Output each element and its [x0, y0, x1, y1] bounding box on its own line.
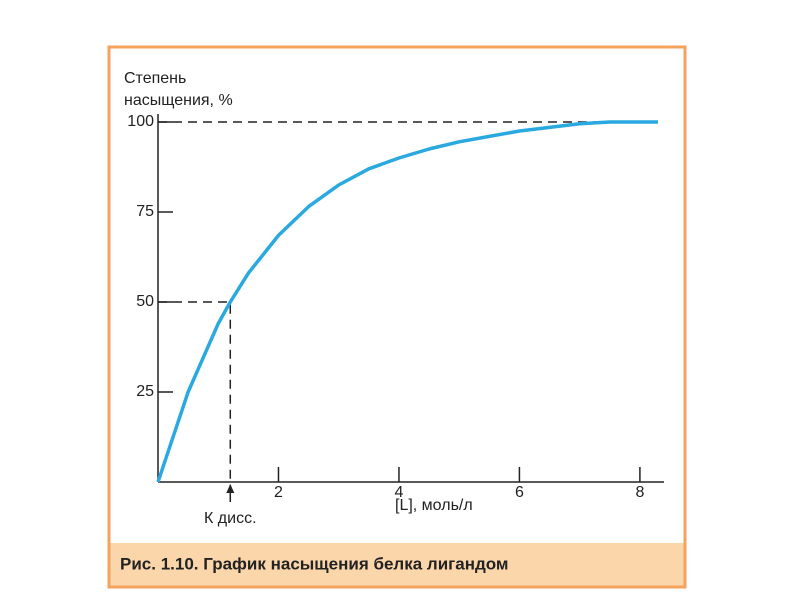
- x-axis-label: [L], моль/л: [395, 497, 473, 514]
- y-axis-label: насыщения, %: [124, 92, 233, 109]
- figure-frame: [107, 45, 687, 589]
- y-tick-label: 100: [127, 113, 154, 130]
- x-tick-label: 6: [515, 484, 524, 501]
- saturation-curve: [156, 120, 658, 483]
- annotation-arrowhead: [226, 484, 235, 493]
- annotation-label: К дисс.: [204, 510, 256, 527]
- x-tick-label: 4: [394, 484, 403, 501]
- x-tick-label: 8: [635, 484, 644, 501]
- y-tick-label: 25: [136, 383, 154, 400]
- caption: Рис. 1.10. График насыщения белка лиганд…: [120, 554, 509, 573]
- y-tick-label: 50: [136, 293, 154, 310]
- caption-band: [110, 543, 684, 586]
- y-axis-label: Степень: [124, 70, 186, 87]
- x-tick-label: 2: [274, 484, 283, 501]
- y-tick-label: 75: [136, 203, 154, 220]
